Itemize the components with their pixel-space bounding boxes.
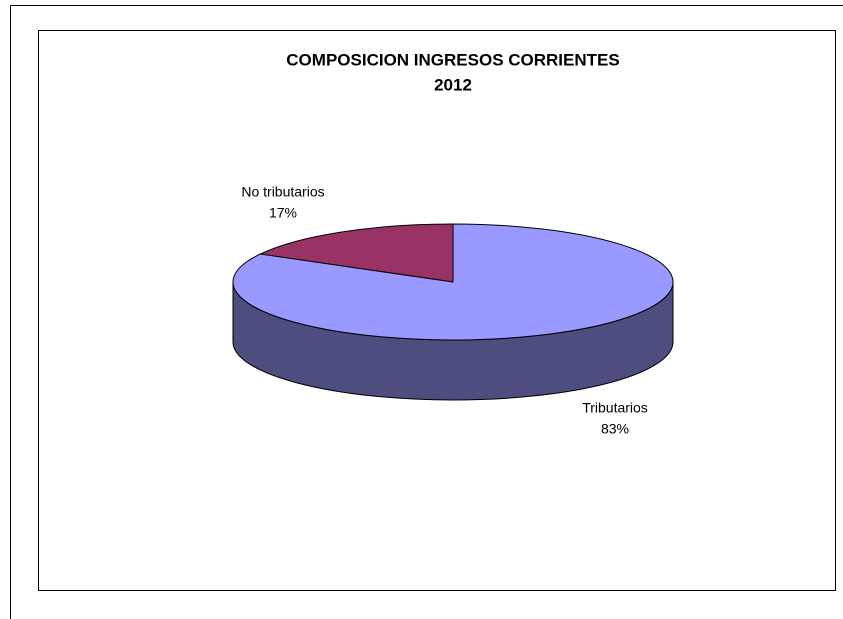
data-label-name: Tributarios — [582, 400, 648, 416]
pie-slice — [258, 223, 454, 283]
chart-title: COMPOSICION INGRESOS CORRIENTES — [286, 50, 619, 69]
pie-slice — [232, 223, 674, 341]
chart-subtitle: 2012 — [434, 75, 472, 94]
data-label-value: 83% — [601, 421, 629, 437]
data-label-value: 17% — [269, 205, 297, 221]
data-label-name: No tributarios — [241, 184, 324, 200]
